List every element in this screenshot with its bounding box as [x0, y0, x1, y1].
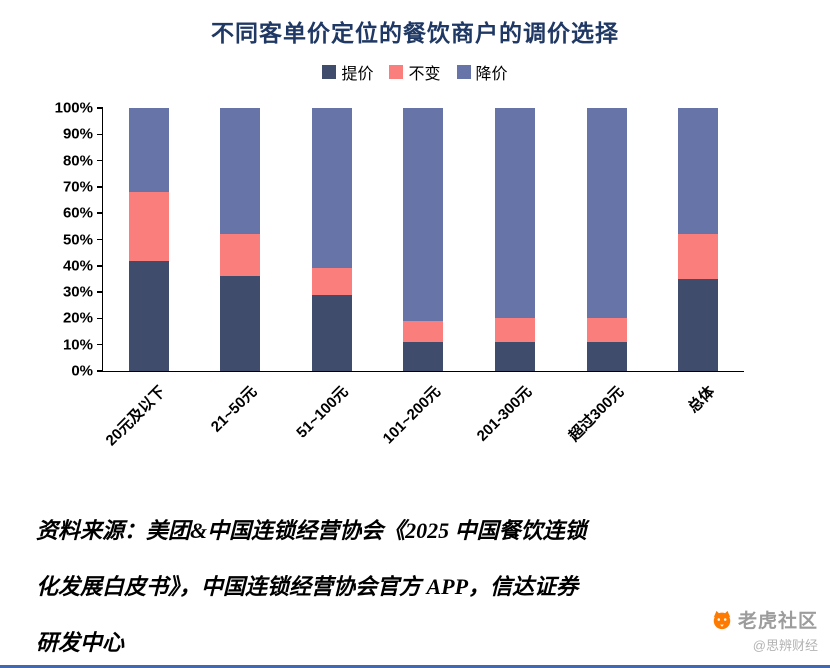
- bar-segment-提价: [678, 278, 719, 371]
- bar-21~50元: [220, 108, 261, 371]
- y-axis-tick: [97, 291, 103, 293]
- bar-segment-提价: [220, 276, 261, 371]
- y-axis-label: 10%: [62, 336, 93, 354]
- source-line: 资料来源：美团&中国连锁经营协会《2025 中国餐饮连锁: [36, 518, 587, 543]
- y-axis-label: 60%: [62, 204, 93, 222]
- y-axis-tick: [97, 212, 103, 214]
- bar-segment-不变: [403, 321, 444, 343]
- source-line: 化发展白皮书》，中国连锁经营协会官方 APP，信达证券: [36, 574, 579, 599]
- bar-总体: [678, 108, 719, 371]
- y-axis-label: 70%: [62, 178, 93, 196]
- y-axis-label: 90%: [62, 125, 93, 143]
- source-line: 研发中心: [36, 630, 125, 655]
- tiger-logo-icon: [713, 610, 731, 629]
- bar-segment-提价: [586, 342, 627, 371]
- legend-swatch-icon: [322, 65, 337, 79]
- bottom-divider: [0, 665, 830, 668]
- bar-segment-提价: [311, 294, 352, 371]
- legend-item: 降价: [456, 60, 508, 84]
- y-axis-tick: [97, 133, 103, 136]
- bar-51~100元: [311, 108, 352, 371]
- y-axis-label: 40%: [62, 257, 93, 275]
- legend-item: 不变: [389, 60, 441, 84]
- y-axis-label: 30%: [62, 283, 93, 301]
- bar-segment-不变: [220, 234, 261, 277]
- y-axis-tick: [97, 107, 103, 109]
- legend-label: 不变: [408, 66, 441, 83]
- legend-item: 提价: [322, 60, 373, 84]
- bar-segment-降价: [311, 108, 352, 269]
- y-axis-tick: [97, 265, 103, 267]
- legend-label: 降价: [475, 66, 508, 83]
- bar-segment-降价: [678, 108, 719, 235]
- watermark-brand-text: 老虎社区: [737, 611, 818, 632]
- bar-segment-降价: [495, 108, 536, 319]
- bar-segment-不变: [311, 268, 352, 295]
- y-axis-tick: [97, 186, 103, 188]
- y-axis-label: 20%: [62, 309, 93, 327]
- watermark-brand-row: 老虎社区: [711, 606, 818, 633]
- bar-segment-降价: [128, 108, 169, 193]
- y-axis-label: 100%: [54, 99, 93, 117]
- chart: 100% 90% 80% 70% 60% 50% 40% 30% 20% 10% 0% 20元及以下 2…: [55, 100, 744, 449]
- legend-swatch-icon: [456, 65, 471, 79]
- plot-area: 100% 90% 80% 70% 60% 50% 40% 30% 20% 10% 0% 20元及以下 2…: [55, 100, 744, 449]
- y-axis-tick: [97, 238, 103, 241]
- bar-segment-降价: [586, 108, 627, 319]
- bar-segment-降价: [403, 108, 444, 322]
- y-axis-label: 80%: [62, 152, 93, 170]
- bar-segment-不变: [586, 318, 627, 343]
- legend-label: 提价: [341, 66, 374, 83]
- legend: 提价 不变 降价: [0, 60, 830, 84]
- y-axis-label: 50%: [62, 231, 93, 248]
- bars-container: [103, 108, 744, 371]
- bar-101~200元: [403, 108, 444, 371]
- watermark-handle-text: @思辨财经: [752, 638, 818, 653]
- chart-title: 不同客单价定位的餐饮商户的调价选择: [211, 21, 619, 46]
- bar-segment-降价: [220, 108, 261, 235]
- bar-20元及以下: [128, 108, 169, 371]
- y-axis-tick: [97, 370, 103, 372]
- y-axis-tick: [97, 159, 103, 162]
- y-axis-label: 0%: [71, 362, 93, 380]
- watermark: 老虎社区 @思辨财经: [711, 606, 818, 654]
- bar-segment-提价: [128, 260, 169, 371]
- source-note: 资料来源：美团&中国连锁经营协会《2025 中国餐饮连锁 化发展白皮书》，中国连…: [36, 503, 800, 668]
- legend-swatch-icon: [389, 65, 404, 79]
- bar-segment-不变: [128, 192, 169, 261]
- bar-201-300元: [495, 108, 536, 371]
- bar-segment-不变: [678, 234, 719, 279]
- bar-segment-提价: [495, 342, 536, 371]
- y-axis-tick: [97, 317, 103, 320]
- bar-segment-不变: [495, 318, 536, 343]
- bar-超过300元: [586, 108, 627, 371]
- bar-segment-提价: [403, 342, 444, 371]
- y-axis-tick: [97, 343, 103, 346]
